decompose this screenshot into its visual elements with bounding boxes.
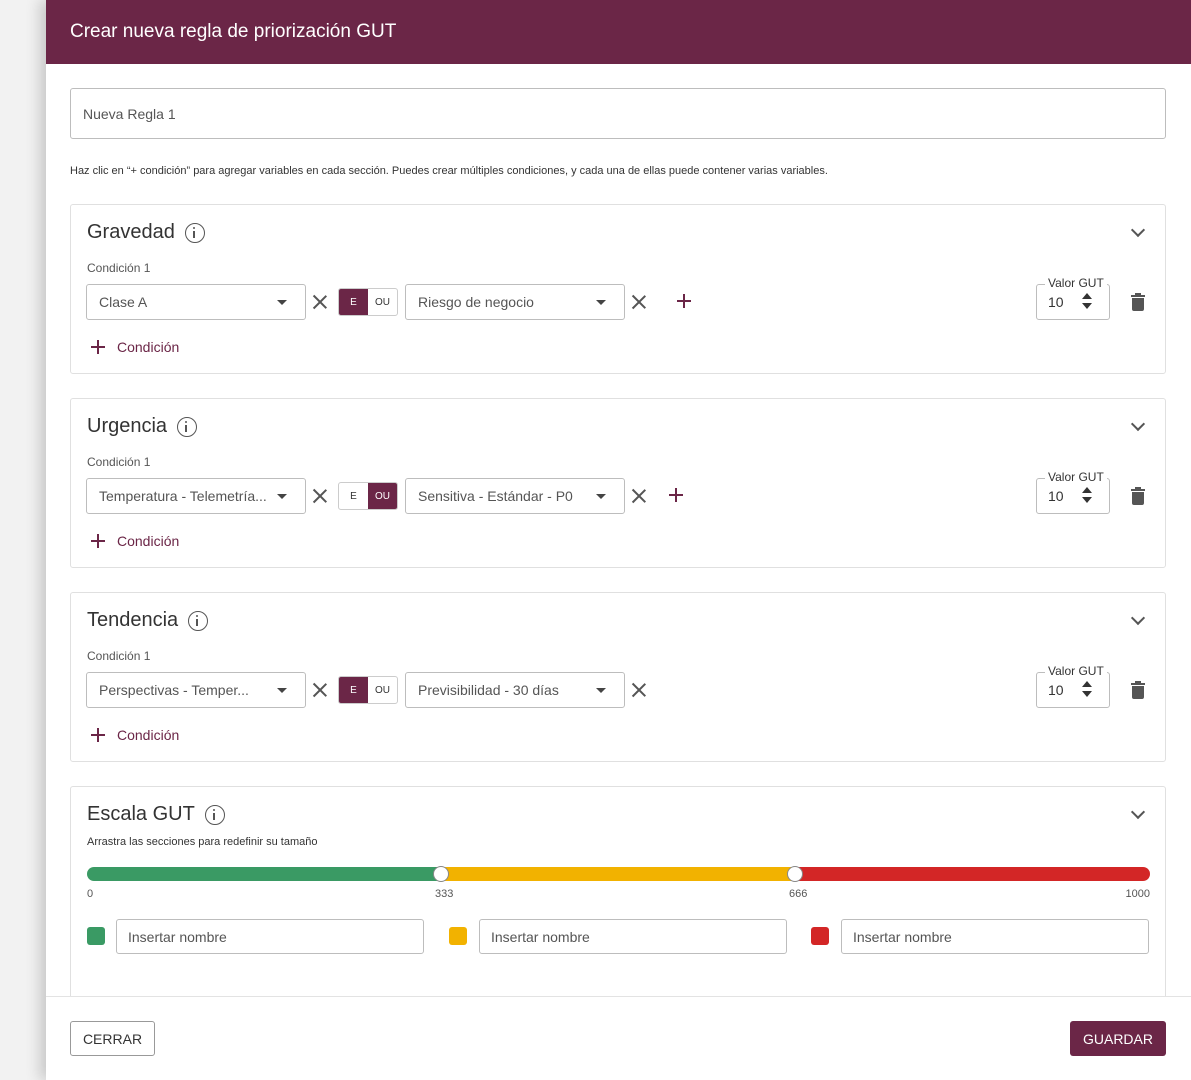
add-variable-icon[interactable] <box>669 488 683 502</box>
or-toggle[interactable]: OU <box>368 483 397 509</box>
or-toggle[interactable]: OU <box>375 296 390 308</box>
section-title: Urgencia <box>87 415 198 438</box>
scale-segment-green[interactable] <box>87 867 441 881</box>
section-urgencia: Urgencia Condición 1 Temperatura - Telem… <box>70 398 1166 568</box>
info-icon[interactable] <box>184 222 205 243</box>
dialog-header: Crear nueva regla de priorización GUT <box>46 0 1191 64</box>
info-icon[interactable] <box>188 610 209 631</box>
level-name-input-2[interactable] <box>479 919 787 954</box>
gut-value-label: Valor GUT <box>1045 664 1107 678</box>
gut-value-label: Valor GUT <box>1045 470 1107 484</box>
plus-icon <box>91 340 105 354</box>
or-toggle[interactable]: OU <box>375 684 390 696</box>
dropdown-arrow-icon <box>596 687 606 693</box>
condition-label: Condición 1 <box>87 649 151 663</box>
scale-bar <box>87 867 1150 881</box>
add-variable-icon[interactable] <box>677 294 691 308</box>
section-tendencia: Tendencia Condición 1 Perspectivas - Tem… <box>70 592 1166 762</box>
trash-icon[interactable] <box>1131 487 1145 505</box>
and-toggle[interactable]: E <box>339 677 368 703</box>
gut-value: 10 <box>1048 294 1064 310</box>
remove-variable-1-icon[interactable] <box>312 488 328 504</box>
info-icon[interactable] <box>204 804 225 825</box>
variable-select-2[interactable]: Previsibilidad - 30 días <box>405 672 625 708</box>
instructions-text: Haz clic en “+ condición” para agregar v… <box>70 165 828 177</box>
stepper-icon[interactable] <box>1081 486 1093 506</box>
color-swatch-yellow <box>449 927 467 945</box>
level-name-input-1[interactable] <box>116 919 424 954</box>
and-toggle[interactable]: E <box>350 490 357 502</box>
variable-select-1[interactable]: Perspectivas - Temper... <box>86 672 306 708</box>
scale-instructions: Arrastra las secciones para redefinir su… <box>87 836 318 848</box>
variable-select-2[interactable]: Riesgo de negocio <box>405 284 625 320</box>
section-escala-gut: Escala GUT Arrastra las secciones para r… <box>70 786 1166 996</box>
section-gravedad: Gravedad Condición 1 Clase A E OU Riesgo… <box>70 204 1166 374</box>
dropdown-arrow-icon <box>596 493 606 499</box>
remove-variable-2-icon[interactable] <box>631 488 647 504</box>
remove-variable-2-icon[interactable] <box>631 294 647 310</box>
variable-select-1[interactable]: Clase A <box>86 284 306 320</box>
color-swatch-red <box>811 927 829 945</box>
scale-handle-1[interactable] <box>432 866 449 882</box>
close-button[interactable]: CERRAR <box>70 1021 155 1056</box>
gut-value: 10 <box>1048 682 1064 698</box>
chevron-down-icon[interactable] <box>1130 610 1146 626</box>
gut-value-field[interactable]: Valor GUT 10 <box>1036 664 1110 708</box>
stepper-icon[interactable] <box>1081 292 1093 312</box>
logic-toggle: E OU <box>338 676 398 704</box>
section-title: Tendencia <box>87 609 209 632</box>
scale-segment-red[interactable] <box>794 867 1150 881</box>
color-swatch-green <box>87 927 105 945</box>
add-condition-button[interactable]: Condición <box>91 533 179 549</box>
rule-dialog: Crear nueva regla de priorización GUT Ha… <box>46 0 1191 1080</box>
gut-value-label: Valor GUT <box>1045 276 1107 290</box>
condition-label: Condición 1 <box>87 261 151 275</box>
remove-variable-1-icon[interactable] <box>312 294 328 310</box>
gut-value: 10 <box>1048 488 1064 504</box>
gut-value-field[interactable]: Valor GUT 10 <box>1036 276 1110 320</box>
scale-tick-label: 333 <box>434 888 454 900</box>
scale-tick-label: 1000 <box>1125 888 1150 900</box>
section-title: Gravedad <box>87 221 205 244</box>
remove-variable-2-icon[interactable] <box>631 682 647 698</box>
trash-icon[interactable] <box>1131 681 1145 699</box>
and-toggle[interactable]: E <box>339 289 368 315</box>
logic-toggle: E OU <box>338 288 398 316</box>
dropdown-arrow-icon <box>277 299 287 305</box>
info-icon[interactable] <box>177 416 198 437</box>
stepper-icon[interactable] <box>1081 680 1093 700</box>
plus-icon <box>91 534 105 548</box>
save-button[interactable]: GUARDAR <box>1070 1021 1166 1056</box>
dialog-content: Haz clic en “+ condición” para agregar v… <box>46 64 1191 996</box>
dialog-footer: CERRAR GUARDAR <box>46 996 1191 1080</box>
scale-handle-2[interactable] <box>786 866 803 882</box>
plus-icon <box>91 728 105 742</box>
remove-variable-1-icon[interactable] <box>312 682 328 698</box>
dropdown-arrow-icon <box>277 687 287 693</box>
variable-select-1[interactable]: Temperatura - Telemetría... <box>86 478 306 514</box>
gut-value-field[interactable]: Valor GUT 10 <box>1036 470 1110 514</box>
add-condition-button[interactable]: Condición <box>91 339 179 355</box>
section-title: Escala GUT <box>87 803 225 826</box>
scale-tick-label: 666 <box>788 888 808 900</box>
chevron-down-icon[interactable] <box>1130 222 1146 238</box>
variable-select-2[interactable]: Sensitiva - Estándar - P0 <box>405 478 625 514</box>
chevron-down-icon[interactable] <box>1130 804 1146 820</box>
rule-name-input[interactable] <box>70 88 1166 139</box>
level-name-input-3[interactable] <box>841 919 1149 954</box>
chevron-down-icon[interactable] <box>1130 416 1146 432</box>
trash-icon[interactable] <box>1131 293 1145 311</box>
logic-toggle: E OU <box>338 482 398 510</box>
scale-tick-label: 0 <box>87 888 94 900</box>
scale-segment-yellow[interactable] <box>440 867 795 881</box>
condition-label: Condición 1 <box>87 455 151 469</box>
dropdown-arrow-icon <box>277 493 287 499</box>
add-condition-button[interactable]: Condición <box>91 727 179 743</box>
dropdown-arrow-icon <box>596 299 606 305</box>
dialog-title: Crear nueva regla de priorización GUT <box>70 21 397 42</box>
